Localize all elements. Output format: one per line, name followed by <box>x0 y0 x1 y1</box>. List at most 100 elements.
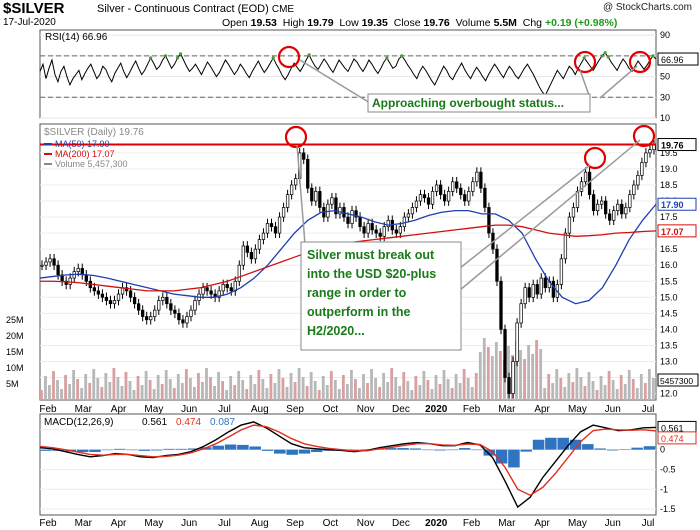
volume-bar <box>52 371 55 400</box>
x-axis-label: Apr <box>534 518 550 529</box>
macd-histogram-bar <box>249 446 261 450</box>
volume-bar <box>337 389 341 400</box>
macd-histogram-bar <box>224 444 237 450</box>
price-candle <box>628 194 632 208</box>
volume-bar <box>370 369 373 400</box>
price-candle <box>84 274 88 282</box>
volume-bar <box>515 341 518 400</box>
price-candle <box>201 287 205 295</box>
price-candle <box>362 226 366 234</box>
macd-histogram-bar <box>163 448 175 450</box>
macd-histogram-bar <box>532 439 545 450</box>
x-axis-label: Feb <box>39 518 57 529</box>
macd-histogram-bar <box>113 448 126 450</box>
macd-histogram-bar <box>187 448 200 450</box>
price-candle <box>394 229 398 234</box>
price-candle <box>571 207 576 218</box>
macd-histogram-bar <box>348 449 360 451</box>
volume-bar <box>72 370 76 400</box>
price-tick-label: 13.0 <box>660 356 678 366</box>
volume-bar <box>192 387 196 400</box>
callout-line <box>299 59 371 104</box>
rsi-overbought-mark <box>149 56 153 60</box>
price-candle <box>310 187 314 202</box>
volume-bar <box>168 379 172 400</box>
price-candle <box>483 187 487 208</box>
macd-histogram-bar <box>582 444 594 450</box>
volume-bar <box>341 375 345 400</box>
chart-header: $SILVER Silver - Continuous Contract (EO… <box>0 0 700 30</box>
volume-bar <box>438 384 442 400</box>
price-candle <box>599 200 604 205</box>
volume-bar <box>494 342 498 400</box>
price-candle <box>523 287 527 305</box>
price-candle <box>451 181 455 192</box>
volume-bar <box>555 369 559 400</box>
highlight-circle <box>583 146 607 170</box>
x-axis-label: Mar <box>498 518 516 529</box>
price-candle <box>624 207 628 215</box>
macd-histogram-bar <box>175 448 188 450</box>
volume-bar <box>571 382 575 400</box>
macd-tick-label: -1.5 <box>660 504 676 514</box>
price-candle <box>314 191 318 202</box>
price-candle <box>507 377 511 394</box>
volume-bar <box>297 368 301 400</box>
price-candle <box>225 284 229 289</box>
macd-histogram-bar <box>409 448 422 450</box>
volume-bar <box>619 375 623 400</box>
panel-frame <box>39 413 657 516</box>
price-tick-label: 14.5 <box>660 308 678 318</box>
volume-bar <box>313 381 317 400</box>
price-candle <box>559 258 564 285</box>
highlight-circle <box>573 50 597 74</box>
volume-bar <box>587 372 591 400</box>
price-candle <box>463 194 467 202</box>
volume-bar <box>305 386 309 400</box>
price-candle <box>205 287 209 292</box>
price-candle <box>648 149 652 154</box>
macd-histogram-bar <box>631 447 643 450</box>
rsi-value-box <box>657 52 699 66</box>
price-candle <box>281 207 286 218</box>
macd-value-label: 0.561 <box>661 423 684 433</box>
signal-value-box <box>657 431 697 445</box>
volume-bar <box>398 386 402 400</box>
price-candle <box>302 152 306 160</box>
price-annotation-line: into the USD $20-plus <box>307 267 436 281</box>
price-candle <box>515 322 519 362</box>
price-candle <box>189 309 193 317</box>
volume-bar <box>120 386 124 400</box>
macd-histogram-bar <box>619 449 631 450</box>
volume-bar <box>466 378 470 400</box>
volume-bar <box>362 374 365 400</box>
symbol-title: $SILVER <box>3 0 65 17</box>
price-candle <box>398 226 402 234</box>
highlight-circle <box>628 50 652 74</box>
price-candle <box>177 312 181 321</box>
rsi-tick-label: 50 <box>660 72 670 82</box>
price-candle <box>406 213 411 218</box>
macd-histogram-bar <box>261 449 274 451</box>
rsi-title: RSI(14) 66.96 <box>45 32 108 43</box>
volume-bar <box>229 376 233 400</box>
rsi-overbought-mark <box>175 56 180 60</box>
volume-bar <box>623 384 627 400</box>
rsi-tick-label: 30 <box>660 92 670 102</box>
x-axis-label: 2020 <box>425 518 448 529</box>
price-candle <box>636 174 640 186</box>
volume-bar <box>635 388 639 400</box>
signal-line <box>39 424 657 496</box>
volume-bar <box>92 369 96 400</box>
price-candle <box>410 207 415 215</box>
price-candle <box>318 191 322 208</box>
volume-bar <box>358 388 361 400</box>
volume-bar <box>245 389 249 400</box>
volume-bar <box>209 377 212 400</box>
price-candle <box>527 287 531 298</box>
price-candle <box>479 171 483 189</box>
volume-bar <box>116 377 120 400</box>
volume-bar <box>390 368 394 400</box>
volume-bar <box>382 373 386 400</box>
price-candle <box>100 293 105 298</box>
